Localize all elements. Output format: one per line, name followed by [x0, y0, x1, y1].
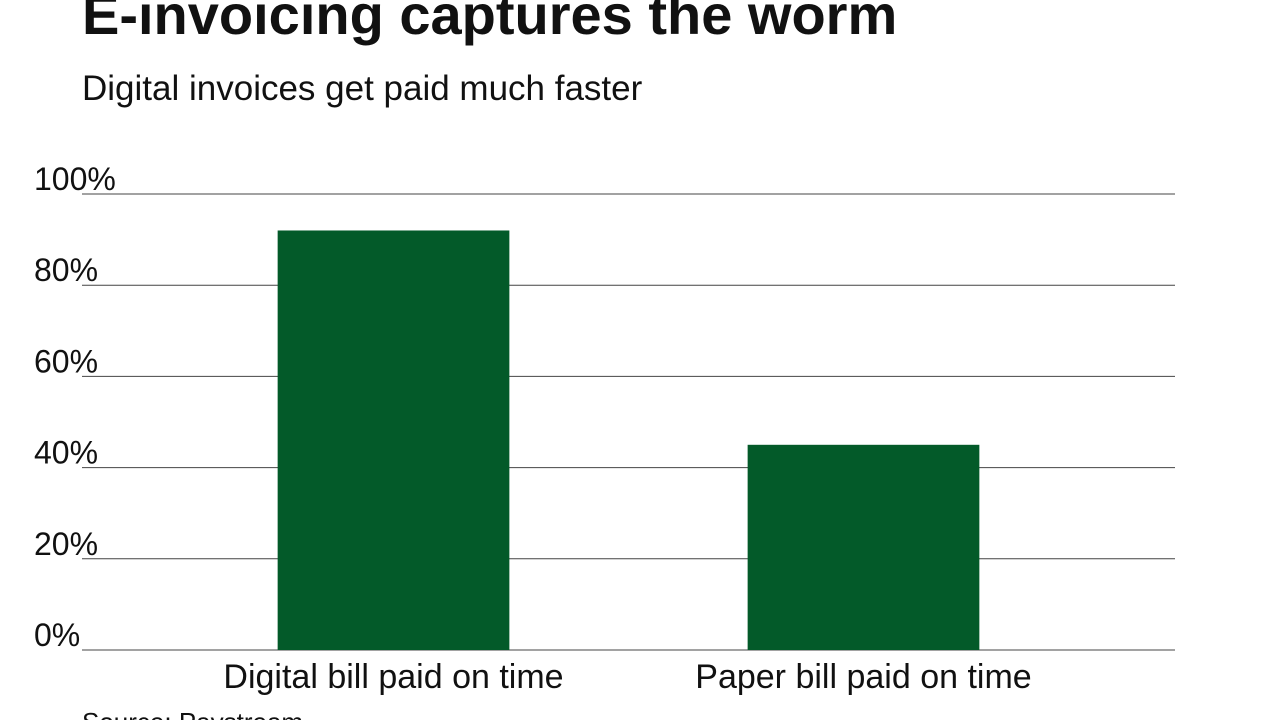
y-tick-label: 0% — [34, 617, 80, 653]
y-tick-label: 60% — [34, 343, 98, 379]
chart-title: E-invoicing captures the worm — [82, 0, 897, 46]
bar — [747, 444, 980, 650]
chart-subtitle: Digital invoices get paid much faster — [82, 69, 643, 108]
x-tick-label: Paper bill paid on time — [695, 658, 1031, 696]
y-tick-label: 20% — [34, 526, 98, 562]
x-tick-label: Digital bill paid on time — [223, 658, 563, 696]
source: Source: Paystream — [82, 707, 303, 720]
bar — [277, 230, 510, 651]
y-tick-label: 40% — [34, 435, 98, 471]
y-tick-label: 80% — [34, 252, 98, 288]
y-tick-label: 100% — [34, 161, 116, 197]
